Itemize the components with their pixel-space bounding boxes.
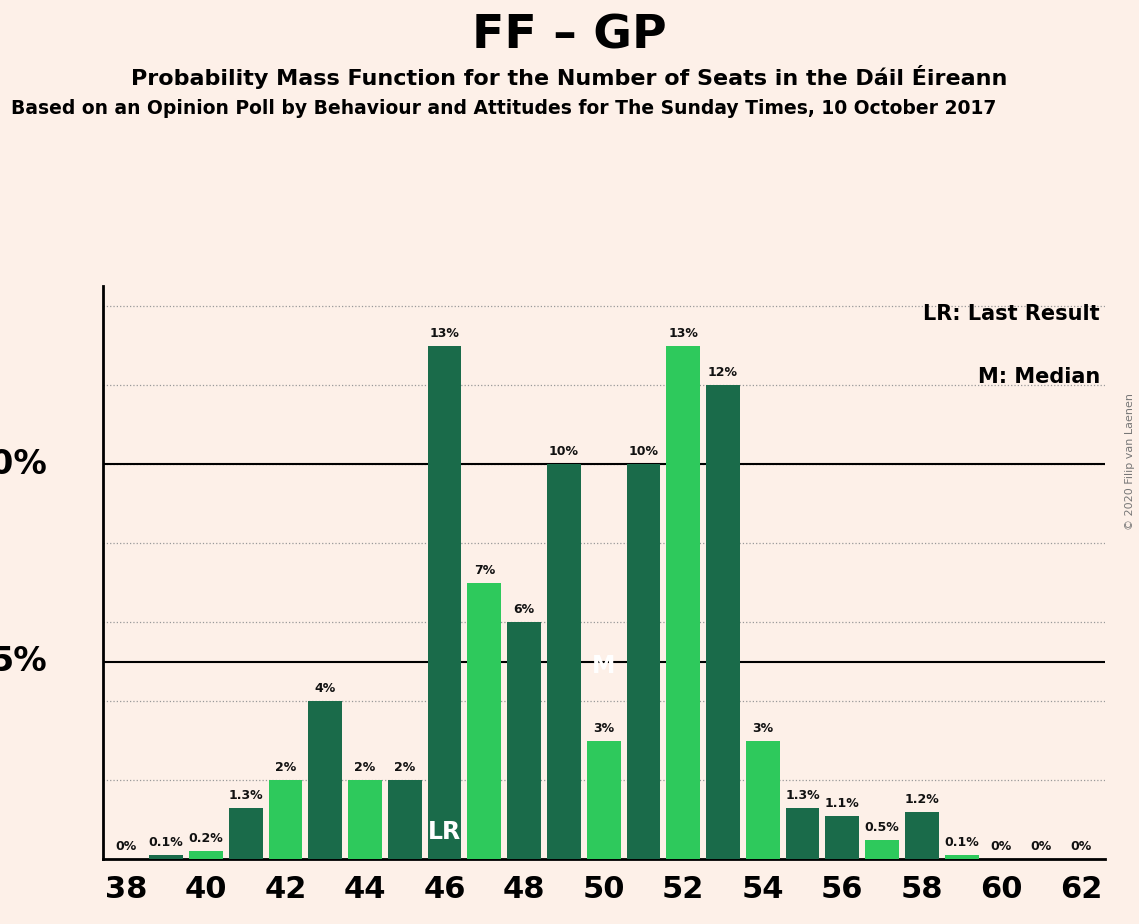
Text: 0.2%: 0.2% xyxy=(189,833,223,845)
Text: LR: Last Result: LR: Last Result xyxy=(924,304,1100,323)
Bar xyxy=(786,808,819,859)
Text: Based on an Opinion Poll by Behaviour and Attitudes for The Sunday Times, 10 Oct: Based on an Opinion Poll by Behaviour an… xyxy=(11,99,997,118)
Bar xyxy=(706,385,740,859)
Text: 13%: 13% xyxy=(669,327,698,340)
Bar xyxy=(467,583,501,859)
Bar xyxy=(349,780,382,859)
Text: 1.2%: 1.2% xyxy=(904,793,940,806)
Text: 3%: 3% xyxy=(752,722,773,735)
Text: 0%: 0% xyxy=(116,841,137,854)
Bar xyxy=(388,780,421,859)
Text: 2%: 2% xyxy=(354,761,376,774)
Text: © 2020 Filip van Laenen: © 2020 Filip van Laenen xyxy=(1125,394,1134,530)
Bar xyxy=(507,622,541,859)
Text: M: M xyxy=(592,653,615,677)
Text: 4%: 4% xyxy=(314,682,336,696)
Text: 1.1%: 1.1% xyxy=(825,796,860,810)
Bar xyxy=(427,346,461,859)
Text: 5%: 5% xyxy=(0,645,48,678)
Text: 6%: 6% xyxy=(514,603,534,616)
Bar xyxy=(866,840,899,859)
Text: 10%: 10% xyxy=(549,445,579,458)
Bar xyxy=(189,851,223,859)
Text: 2%: 2% xyxy=(274,761,296,774)
Text: 0.5%: 0.5% xyxy=(865,821,900,833)
Text: M: Median: M: Median xyxy=(977,367,1100,386)
Text: 3%: 3% xyxy=(593,722,614,735)
Bar xyxy=(626,464,661,859)
Bar xyxy=(269,780,302,859)
Text: 7%: 7% xyxy=(474,564,495,577)
Text: FF – GP: FF – GP xyxy=(473,14,666,59)
Bar xyxy=(149,856,183,859)
Bar xyxy=(547,464,581,859)
Text: LR: LR xyxy=(428,820,461,844)
Text: 1.3%: 1.3% xyxy=(229,789,263,802)
Bar xyxy=(229,808,263,859)
Text: 10%: 10% xyxy=(0,448,48,480)
Bar xyxy=(826,816,859,859)
Bar xyxy=(746,741,780,859)
Text: 2%: 2% xyxy=(394,761,416,774)
Text: 10%: 10% xyxy=(629,445,658,458)
Bar xyxy=(906,812,939,859)
Text: 1.3%: 1.3% xyxy=(785,789,820,802)
Bar xyxy=(944,856,978,859)
Bar xyxy=(309,701,342,859)
Text: 0.1%: 0.1% xyxy=(944,836,980,849)
Text: 13%: 13% xyxy=(429,327,459,340)
Text: 0%: 0% xyxy=(991,841,1013,854)
Text: 0%: 0% xyxy=(1031,841,1051,854)
Text: 0%: 0% xyxy=(1071,841,1091,854)
Text: Probability Mass Function for the Number of Seats in the Dáil Éireann: Probability Mass Function for the Number… xyxy=(131,65,1008,89)
Text: 12%: 12% xyxy=(708,366,738,379)
Text: 0.1%: 0.1% xyxy=(149,836,183,849)
Bar xyxy=(587,741,621,859)
Bar xyxy=(666,346,700,859)
